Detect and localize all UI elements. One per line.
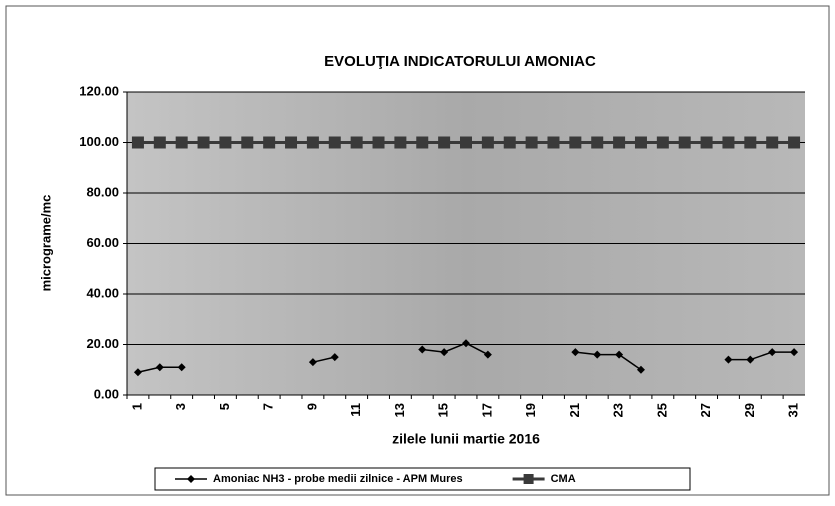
y-tick-label: 120.00	[79, 83, 119, 98]
point	[656, 136, 669, 149]
point	[591, 136, 604, 149]
y-tick-label: 40.00	[86, 285, 119, 300]
point	[394, 136, 407, 149]
y-axis-title: micrograme/mc	[38, 195, 53, 292]
point	[372, 136, 385, 149]
point	[503, 136, 516, 149]
point	[768, 348, 777, 357]
legend-marker	[187, 475, 195, 483]
x-tick-label: 19	[523, 403, 538, 417]
x-tick-label: 23	[611, 403, 626, 417]
point	[285, 136, 298, 149]
legend-label: CMA	[551, 473, 576, 485]
x-tick-label: 3	[173, 403, 188, 410]
x-tick-label: 17	[479, 403, 494, 417]
x-tick-label: 21	[567, 403, 582, 417]
point	[744, 136, 757, 149]
point	[700, 136, 713, 149]
point	[571, 348, 580, 357]
point	[462, 339, 470, 348]
y-tick-label: 0.00	[94, 386, 119, 401]
point	[328, 136, 341, 149]
point	[330, 353, 339, 362]
point	[569, 136, 582, 149]
point	[241, 136, 254, 149]
point	[219, 136, 232, 149]
x-tick-label: 31	[786, 403, 801, 417]
point	[460, 136, 472, 149]
x-tick-label: 5	[217, 403, 232, 410]
point	[766, 136, 779, 149]
point	[133, 368, 142, 377]
x-tick-label: 27	[698, 403, 713, 417]
point	[746, 355, 755, 364]
point	[722, 136, 735, 149]
point	[483, 350, 492, 359]
point	[788, 136, 801, 149]
point	[724, 355, 733, 364]
point	[418, 345, 427, 354]
point	[547, 136, 560, 149]
point	[155, 363, 164, 372]
x-tick-label: 7	[261, 403, 276, 410]
point	[197, 136, 210, 149]
legend-label: Amoniac NH3 - probe medii zilnice - APM …	[213, 473, 463, 485]
x-tick-label: 1	[129, 403, 144, 410]
legend	[154, 467, 691, 491]
point	[613, 136, 626, 149]
chart-title: EVOLUŢIA INDICATORULUI AMONIAC	[324, 53, 596, 70]
point	[525, 136, 538, 149]
x-tick-label: 15	[436, 403, 451, 417]
point	[263, 136, 276, 149]
point	[481, 136, 494, 149]
point	[153, 136, 166, 149]
x-tick-label: 25	[654, 403, 669, 417]
x-axis-title: zilele lunii martie 2016	[392, 431, 540, 447]
x-tick-label: 29	[742, 403, 757, 417]
point	[593, 350, 602, 359]
point	[678, 136, 691, 149]
point	[350, 136, 363, 149]
point	[177, 363, 186, 372]
x-tick-label: 11	[348, 403, 363, 417]
point	[790, 348, 799, 357]
point	[308, 358, 317, 367]
y-tick-label: 60.00	[86, 235, 119, 250]
point	[440, 348, 449, 357]
y-tick-label: 80.00	[86, 184, 119, 199]
point	[416, 136, 429, 149]
point	[175, 136, 188, 149]
x-tick-label: 13	[392, 403, 407, 417]
point	[636, 365, 645, 374]
point	[306, 136, 319, 149]
point	[615, 350, 624, 359]
x-tick-label: 9	[304, 403, 319, 410]
point	[634, 136, 647, 149]
y-tick-label: 100.00	[79, 134, 119, 149]
legend-marker	[523, 474, 534, 484]
point	[131, 136, 144, 149]
y-tick-label: 20.00	[86, 336, 119, 351]
point	[438, 136, 451, 149]
